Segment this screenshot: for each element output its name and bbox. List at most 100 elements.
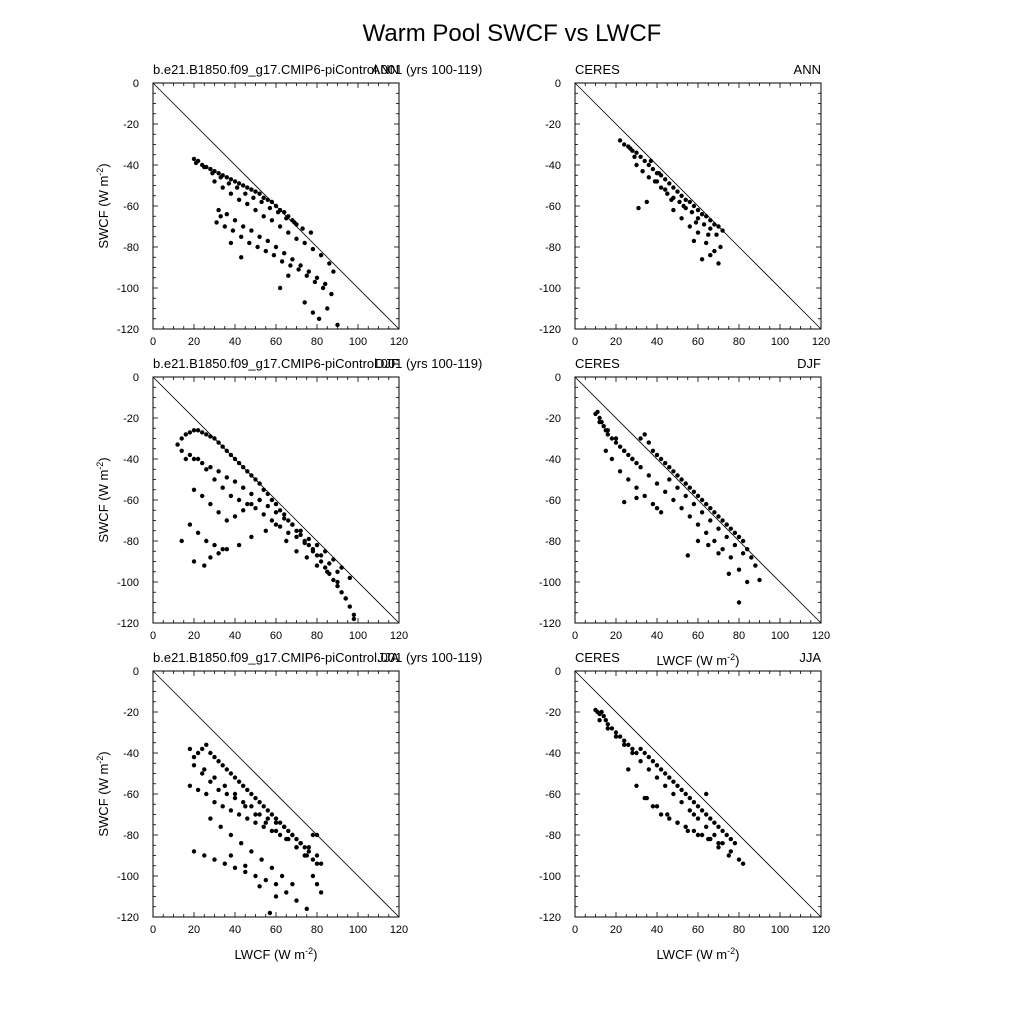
y-tick-label: -100 [539, 283, 561, 295]
data-point [249, 804, 254, 809]
reference-line [152, 376, 400, 624]
y-tick-label: -80 [123, 242, 139, 254]
data-point [605, 722, 610, 727]
data-point [236, 812, 242, 817]
y-tick-label: -40 [545, 160, 561, 172]
data-point [642, 432, 647, 437]
data-point [249, 534, 254, 540]
reference-line [152, 670, 400, 918]
data-point [708, 226, 713, 231]
data-point [286, 518, 291, 523]
data-point [175, 442, 180, 447]
data-point [279, 259, 285, 264]
data-point [294, 898, 299, 903]
data-point [191, 456, 197, 462]
data-point [245, 201, 250, 207]
y-tick-label: 0 [133, 372, 139, 384]
data-point [335, 579, 340, 585]
data-point [654, 506, 660, 511]
y-tick-label: -100 [117, 871, 139, 883]
data-point [687, 795, 692, 801]
data-point [622, 142, 627, 147]
data-point [325, 306, 330, 311]
data-point [195, 787, 201, 793]
x-tick-label: 40 [651, 924, 663, 936]
data-point [683, 493, 688, 499]
data-point [648, 158, 654, 164]
data-point [728, 849, 733, 854]
data-point [314, 853, 320, 858]
panel-left-label: CERES [575, 356, 620, 371]
data-point [654, 775, 660, 780]
panel-right-label: ANN [372, 62, 399, 77]
data-point [716, 514, 721, 519]
data-point [646, 162, 651, 168]
data-point [253, 812, 258, 817]
data-point [249, 849, 254, 854]
x-tick-label: 80 [733, 924, 745, 936]
y-tick-label: -40 [123, 748, 139, 760]
data-point [284, 538, 289, 544]
data-point [257, 800, 262, 805]
data-point [245, 185, 250, 190]
data-point [310, 832, 316, 838]
y-tick-label: -120 [117, 618, 139, 630]
data-point [179, 436, 184, 441]
data-point [228, 832, 234, 838]
data-point [232, 479, 238, 484]
y-tick-label: -60 [545, 495, 561, 507]
data-point [224, 212, 229, 217]
y-tick-label: -100 [117, 577, 139, 589]
data-point [644, 795, 649, 801]
data-point [179, 448, 184, 453]
data-point [290, 882, 295, 887]
x-tick-label: 0 [150, 630, 156, 642]
data-point [204, 742, 209, 747]
data-point [757, 577, 762, 583]
y-tick-label: -20 [545, 119, 561, 131]
data-point [708, 518, 713, 523]
data-point [720, 841, 725, 846]
data-point [331, 557, 336, 562]
data-point [753, 563, 758, 568]
data-point [298, 528, 303, 533]
data-point [726, 853, 731, 858]
data-point [351, 616, 357, 622]
data-point [230, 228, 236, 233]
data-point [724, 522, 729, 527]
data-point [318, 861, 324, 866]
data-point [191, 849, 197, 854]
data-point [294, 845, 299, 850]
data-point [695, 216, 701, 221]
data-point [667, 775, 672, 780]
data-point [200, 771, 205, 776]
data-point [257, 234, 262, 239]
y-tick-label: -80 [545, 242, 561, 254]
data-point [282, 516, 287, 521]
x-tick-label: 0 [572, 924, 578, 936]
data-point [241, 783, 246, 788]
data-point [679, 506, 684, 511]
data-point [290, 522, 295, 527]
data-point [271, 253, 277, 258]
data-point [220, 185, 225, 190]
data-point [716, 526, 721, 531]
data-point [597, 415, 602, 421]
data-point [277, 832, 283, 838]
data-point [253, 795, 258, 801]
data-point [323, 281, 328, 287]
data-point [314, 861, 320, 866]
x-tick-label: 20 [610, 630, 622, 642]
data-point [663, 187, 668, 192]
data-point [269, 812, 275, 817]
data-point [241, 224, 246, 229]
data-point [323, 565, 328, 570]
y-tick-label: -60 [123, 789, 139, 801]
data-point [632, 154, 637, 159]
data-point [314, 275, 320, 280]
data-point [277, 524, 283, 529]
y-tick-label: -20 [123, 119, 139, 131]
data-point [259, 857, 264, 862]
data-point [282, 251, 287, 256]
x-tick-label: 100 [771, 924, 789, 936]
